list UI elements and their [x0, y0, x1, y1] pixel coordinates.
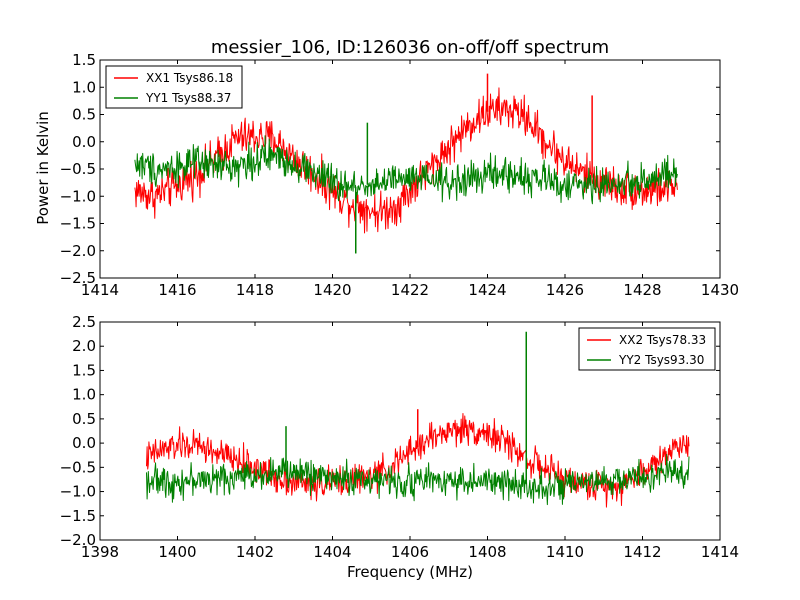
- y-tick-label: 1.5: [72, 361, 96, 379]
- y-tick-label: −1.0: [60, 483, 96, 501]
- bottom-plot-data: [146, 331, 690, 508]
- legend-label: YY1 Tsys88.37: [145, 91, 231, 105]
- top-axis-ticks: 1414 1416 1418 1420 1422 1424 1426 1428 1430 −2.5…: [60, 51, 740, 299]
- legend-label: XX2 Tsys78.33: [619, 333, 706, 347]
- legend-box: [578, 327, 716, 371]
- bottom-axis-ticks: 1398 1400 1402 1404 1406 1408 1410 1412 1414 −2.0…: [60, 313, 740, 561]
- top-plot-data: [134, 73, 678, 254]
- series-line-1-2: [134, 135, 678, 205]
- bottom-panel: Frequency (MHz) 1398 1400 1402 1404 1406 1408…: [60, 313, 740, 581]
- y-tick-label: −1.5: [60, 507, 96, 525]
- x-tick-label: 1406: [391, 543, 429, 561]
- x-tick-label: 1412: [623, 543, 661, 561]
- x-tick-label: 1400: [158, 543, 196, 561]
- x-tick-label: 1408: [468, 543, 506, 561]
- top-legend: XX1 Tsys86.18 YY1 Tsys88.37: [105, 65, 243, 109]
- y-tick-label: −0.5: [60, 160, 96, 178]
- y-tick-label: −1.5: [60, 215, 96, 233]
- y-tick-label: 2.0: [72, 337, 96, 355]
- y-tick-label: 0.0: [72, 133, 96, 151]
- legend-box: [105, 65, 243, 109]
- y-tick-label: −2.0: [60, 242, 96, 260]
- x-tick-label: 1398: [81, 543, 119, 561]
- x-tick-label: 1416: [158, 281, 196, 299]
- y-tick-label: 0.0: [72, 434, 96, 452]
- x-tick-label: 1420: [313, 281, 351, 299]
- x-tick-label: 1426: [546, 281, 584, 299]
- x-axis-label: Frequency (MHz): [347, 563, 473, 581]
- series-line-2-2: [146, 454, 690, 506]
- x-tick-label: 1402: [236, 543, 274, 561]
- x-tick-label: 1414: [701, 543, 739, 561]
- y-tick-label: −0.5: [60, 458, 96, 476]
- x-tick-label: 1424: [468, 281, 506, 299]
- y-tick-label: 0.5: [72, 410, 96, 428]
- legend-label: XX1 Tsys86.18: [146, 71, 233, 85]
- series-line-1-1: [134, 87, 678, 234]
- x-tick-label: 1430: [701, 281, 739, 299]
- top-panel: messier_106, ID:126036 on-off/off spectr…: [34, 37, 739, 299]
- y-tick-label: 1.0: [72, 386, 96, 404]
- x-tick-label: 1418: [236, 281, 274, 299]
- y-tick-label: 0.5: [72, 106, 96, 124]
- y-tick-label: 1.5: [72, 51, 96, 69]
- legend-label: YY2 Tsys93.30: [618, 353, 704, 367]
- x-tick-label: 1410: [546, 543, 584, 561]
- y-tick-label: −1.0: [60, 187, 96, 205]
- x-tick-label: 1414: [81, 281, 119, 299]
- x-tick-label: 1404: [313, 543, 351, 561]
- x-tick-label: 1422: [391, 281, 429, 299]
- y-axis-label: Power in Kelvin: [34, 111, 52, 225]
- bottom-legend: XX2 Tsys78.33 YY2 Tsys93.30: [578, 327, 716, 371]
- x-tick-label: 1428: [623, 281, 661, 299]
- y-tick-label: 2.5: [72, 313, 96, 331]
- y-tick-label: 1.0: [72, 78, 96, 96]
- y-tick-label: −2.5: [60, 269, 96, 287]
- chart-title: messier_106, ID:126036 on-off/off spectr…: [211, 37, 609, 58]
- y-tick-label: −2.0: [60, 531, 96, 549]
